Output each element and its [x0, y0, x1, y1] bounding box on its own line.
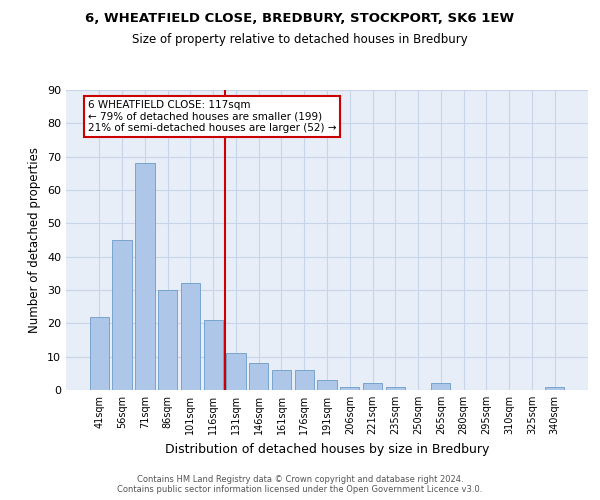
Bar [158, 290, 178, 390]
Bar [386, 386, 405, 390]
X-axis label: Distribution of detached houses by size in Bredbury: Distribution of detached houses by size … [165, 442, 489, 456]
Bar [295, 370, 314, 390]
Bar [272, 370, 291, 390]
Bar [340, 386, 359, 390]
Text: 6, WHEATFIELD CLOSE, BREDBURY, STOCKPORT, SK6 1EW: 6, WHEATFIELD CLOSE, BREDBURY, STOCKPORT… [85, 12, 515, 26]
Bar [226, 354, 245, 390]
Bar [181, 284, 200, 390]
Bar [203, 320, 223, 390]
Bar [431, 384, 451, 390]
Text: Size of property relative to detached houses in Bredbury: Size of property relative to detached ho… [132, 32, 468, 46]
Y-axis label: Number of detached properties: Number of detached properties [28, 147, 41, 333]
Text: Contains HM Land Registry data © Crown copyright and database right 2024.
Contai: Contains HM Land Registry data © Crown c… [118, 474, 482, 494]
Bar [363, 384, 382, 390]
Bar [90, 316, 109, 390]
Bar [545, 386, 564, 390]
Bar [317, 380, 337, 390]
Bar [135, 164, 155, 390]
Bar [249, 364, 268, 390]
Text: 6 WHEATFIELD CLOSE: 117sqm
← 79% of detached houses are smaller (199)
21% of sem: 6 WHEATFIELD CLOSE: 117sqm ← 79% of deta… [88, 100, 337, 133]
Bar [112, 240, 132, 390]
